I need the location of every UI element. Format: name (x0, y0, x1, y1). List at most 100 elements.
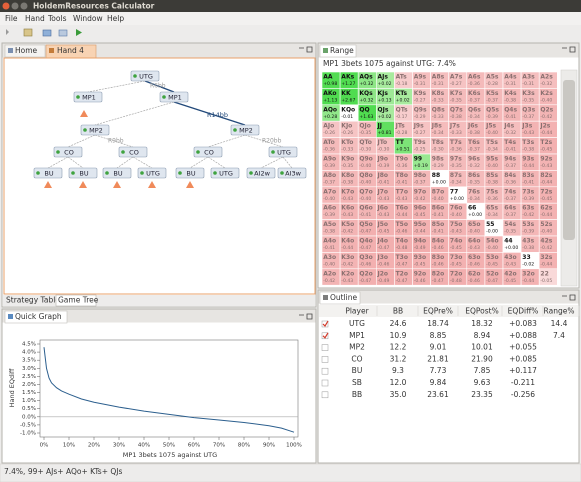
tree-node[interactable] (80, 124, 110, 136)
tree-node[interactable] (210, 167, 240, 179)
hand-label: KTo (341, 139, 353, 146)
tree-node[interactable] (130, 70, 160, 82)
node-label[interactable]: MP2 (239, 127, 253, 135)
tree-node[interactable] (277, 167, 307, 179)
tree-node[interactable] (246, 167, 276, 179)
tool-export[interactable] (58, 29, 68, 37)
tree-node[interactable] (102, 167, 132, 179)
hand-label: K6s (468, 90, 481, 97)
panel-controls[interactable] (299, 313, 313, 320)
panel-controls[interactable] (562, 46, 576, 53)
row-checkbox[interactable] (321, 332, 329, 340)
bottom-tab-active[interactable] (55, 294, 97, 307)
node-label[interactable]: MP1 (82, 94, 96, 102)
hand-value: -0.45 (378, 229, 390, 235)
node-label[interactable]: BU (113, 170, 122, 178)
node-label[interactable]: UTG (139, 73, 153, 81)
tree-node[interactable] (159, 91, 189, 103)
tree-edge (94, 134, 134, 148)
menu-item[interactable]: Window (73, 14, 103, 23)
tree-node[interactable] (230, 124, 260, 136)
tab-label[interactable]: Hand 4 (57, 46, 84, 55)
row-checkbox[interactable] (321, 367, 329, 375)
hand-value: +0.19 (414, 163, 428, 169)
row-checkbox[interactable] (321, 391, 329, 399)
minimize-button[interactable] (11, 2, 19, 10)
tree-node[interactable] (53, 146, 83, 158)
hand-value: -0.40 (323, 196, 335, 202)
tool-open[interactable] (23, 28, 33, 37)
column-header[interactable]: EQDiff% (508, 307, 539, 316)
column-header[interactable]: EQPre% (423, 307, 453, 316)
tab[interactable] (4, 44, 46, 58)
tree-node[interactable] (118, 146, 148, 158)
hand-label: A9o (323, 156, 336, 163)
node-label[interactable]: BU (186, 170, 195, 178)
tree-node[interactable] (175, 167, 205, 179)
tab-active[interactable] (4, 310, 68, 324)
tab-label[interactable]: Home (15, 46, 38, 55)
row-checkbox[interactable] (321, 356, 329, 363)
node-label[interactable]: CO (64, 149, 74, 157)
node-label[interactable]: BU (44, 170, 53, 178)
row-checkbox[interactable] (321, 379, 329, 387)
bottom-tab[interactable]: Strategy Table (6, 296, 60, 305)
menu-item[interactable]: Hand (25, 14, 45, 23)
column-header[interactable]: Range% (544, 307, 575, 316)
column-header[interactable]: EQPost% (465, 307, 498, 316)
row-checkbox[interactable] (321, 344, 329, 351)
x-tick-label: 40% (138, 443, 150, 449)
hand-value: -0.44 (540, 261, 552, 267)
hand-label: 86s (468, 172, 480, 179)
tree-node[interactable] (68, 167, 98, 179)
tab-label[interactable]: Quick Graph (15, 312, 62, 321)
range-cell[interactable] (538, 268, 558, 286)
tool-run[interactable] (76, 29, 82, 36)
tab-label[interactable]: Range (330, 46, 354, 55)
column-header[interactable]: BB (393, 307, 403, 316)
tool-save[interactable] (42, 29, 52, 37)
close-button[interactable] (2, 2, 10, 10)
tab-label[interactable]: Outline (330, 293, 358, 302)
node-label[interactable]: UTG (146, 170, 160, 178)
menu-item[interactable]: File (5, 14, 18, 23)
hand-label: 53s (522, 221, 534, 228)
tree-node[interactable] (137, 167, 167, 179)
node-label[interactable]: UTG (277, 149, 291, 157)
node-label[interactable]: AI2w (254, 170, 270, 178)
panel-controls[interactable] (299, 46, 313, 53)
tree-node[interactable] (268, 146, 298, 158)
hand-label: 97o (414, 188, 426, 195)
hand-label: T3s (522, 139, 534, 146)
row-checkbox[interactable] (321, 320, 329, 328)
tool-new[interactable] (6, 29, 9, 35)
menu-item[interactable]: Help (107, 14, 124, 23)
tree-node[interactable] (33, 167, 63, 179)
node-label[interactable]: UTG (219, 170, 233, 178)
hand-label: T3o (396, 254, 408, 261)
scrollbar-thumb[interactable] (563, 80, 575, 240)
hand-label: Q3s (522, 106, 535, 113)
tree-node[interactable] (73, 91, 103, 103)
menu-item[interactable]: Tools (47, 14, 67, 23)
node-label[interactable]: CO (204, 149, 214, 157)
panel-controls[interactable] (562, 294, 576, 301)
hand-value: -0.45 (540, 147, 552, 153)
node-label[interactable]: MP1 (168, 94, 182, 102)
bottom-tab[interactable]: Game Tree (58, 296, 99, 305)
node-label[interactable]: CO (129, 149, 139, 157)
column-header[interactable]: Player (345, 307, 369, 316)
tab-active[interactable] (319, 44, 357, 58)
node-label[interactable]: BU (79, 170, 88, 178)
tab-active[interactable] (319, 291, 361, 305)
hand-value: -0.35 (359, 130, 371, 136)
hand-label: T7o (396, 188, 408, 195)
cell: 35.0 (390, 390, 407, 399)
tree-node[interactable] (193, 146, 223, 158)
node-label[interactable]: MP2 (89, 127, 103, 135)
hand-label: 76o (450, 205, 462, 212)
node-label[interactable]: AI3w (285, 170, 301, 178)
hand-label: 53o (486, 254, 498, 261)
y-tick-label: 0.5% (22, 406, 36, 412)
maximize-button[interactable] (20, 2, 28, 10)
